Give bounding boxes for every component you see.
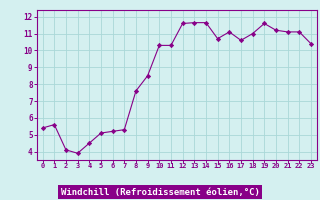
Text: Windchill (Refroidissement éolien,°C): Windchill (Refroidissement éolien,°C)	[60, 188, 260, 196]
